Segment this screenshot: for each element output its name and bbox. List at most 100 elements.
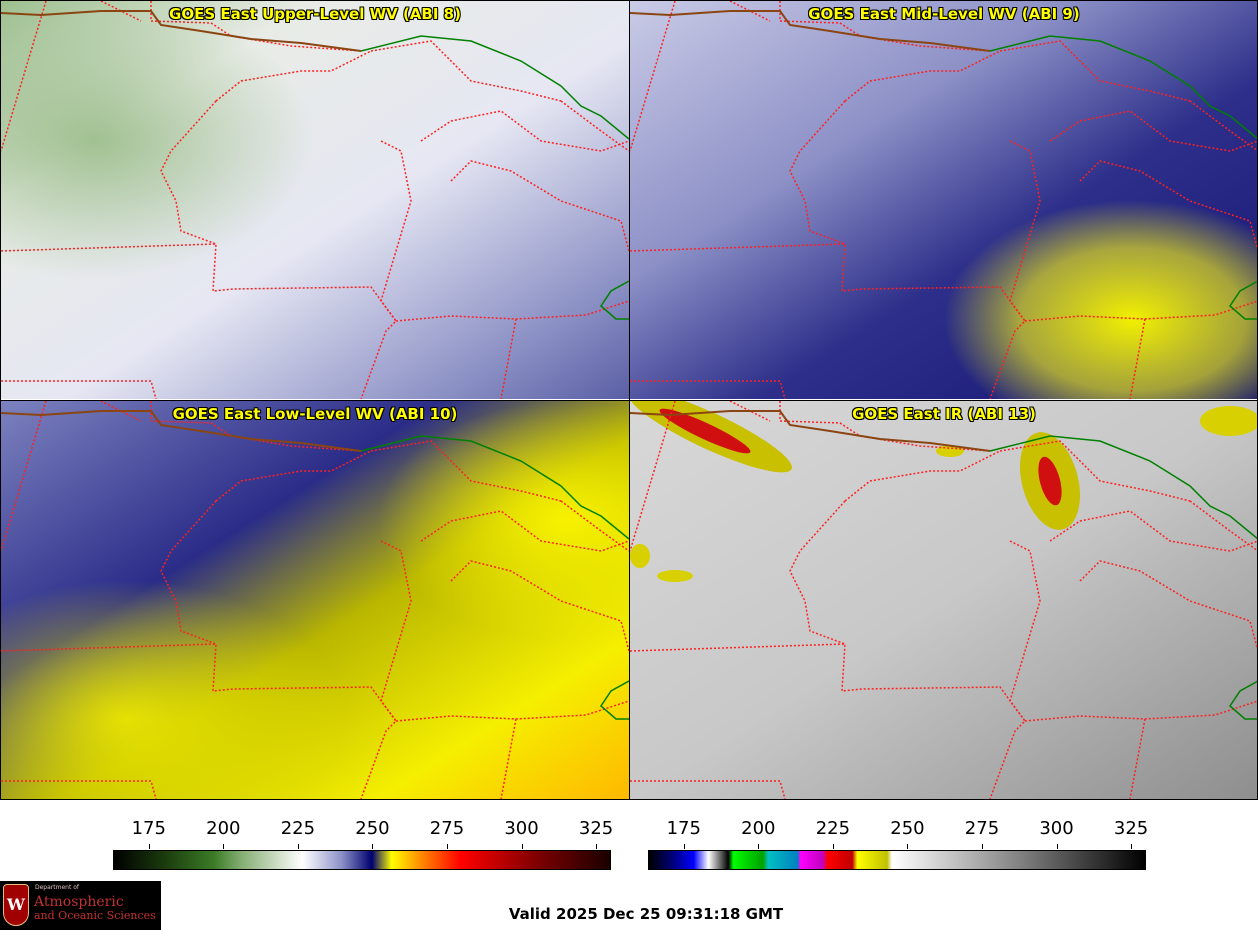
wv-colorbar-ticks: 175 200 225 250 275 300 325 — [113, 818, 614, 849]
state-border — [1, 780, 157, 799]
state-border — [150, 401, 362, 452]
state-border — [450, 560, 629, 652]
state-border — [789, 500, 846, 645]
canada-border — [1229, 680, 1258, 720]
state-border — [560, 500, 629, 552]
ir-colorbar-tick-mark — [832, 844, 834, 849]
state-border — [630, 780, 786, 799]
state-border — [844, 450, 1001, 502]
state-border — [450, 160, 629, 252]
uw-shield-icon: W — [3, 884, 29, 926]
cold-cloud-tops — [630, 401, 1258, 582]
state-border — [1009, 540, 1041, 722]
state-border — [789, 100, 846, 245]
panel-title: GOES East Mid-Level WV (ABI 9) — [808, 5, 1080, 23]
state-border — [370, 40, 562, 102]
boundaries-overlay — [1, 1, 629, 399]
state-border — [999, 440, 1191, 502]
state-border — [1189, 500, 1258, 552]
state-border — [1129, 318, 1146, 399]
wv-colorbar-tick-label: 300 — [504, 818, 539, 839]
state-border — [1, 380, 157, 399]
wv-colorbar-tick-mark — [148, 844, 150, 849]
boundaries-overlay — [1, 401, 629, 799]
state-border — [215, 450, 372, 502]
panel-title: GOES East Low-Level WV (ABI 10) — [172, 405, 458, 423]
canada-border — [360, 435, 629, 540]
boundaries-overlay — [630, 1, 1258, 399]
state-border — [100, 401, 142, 422]
ir-colorbar-tick-mark — [907, 844, 909, 849]
state-border — [420, 510, 629, 552]
ir-colorbar-tick-mark — [758, 844, 760, 849]
ir-colorbar-tick-mark — [981, 844, 983, 849]
country-border — [1, 10, 362, 52]
ir-colorbar — [648, 850, 1146, 870]
ir-colorbar-tick-label: 325 — [1113, 818, 1149, 839]
state-border — [779, 401, 991, 452]
state-border — [380, 140, 412, 322]
ir-colorbar-tick-label: 275 — [964, 818, 1000, 839]
state-border — [1129, 718, 1146, 799]
wv-colorbar-tick-mark — [372, 844, 374, 849]
canada-border — [989, 35, 1258, 140]
state-border — [500, 318, 517, 399]
state-border — [1079, 560, 1258, 652]
map-frame — [0, 0, 1258, 800]
ir-image — [630, 401, 1258, 799]
wv-colorbar-tick-label: 325 — [578, 818, 614, 839]
ir-colorbar-tick-label: 200 — [741, 818, 776, 839]
low-level-wv-image — [1, 401, 629, 799]
state-border — [630, 380, 786, 399]
wv-colorbar-tick-mark — [521, 844, 523, 849]
canada-border — [600, 680, 629, 720]
state-border — [370, 440, 562, 502]
logo-line1: Atmospheric — [34, 894, 124, 910]
ir-colorbar-tick-label: 300 — [1039, 818, 1074, 839]
state-border — [1009, 140, 1041, 322]
state-border — [380, 540, 412, 722]
state-border — [215, 50, 372, 102]
panel-ir: GOES East IR (ABI 13) — [630, 401, 1258, 799]
ir-colorbar-tick-label: 175 — [666, 818, 701, 839]
mid-level-wv-image — [630, 1, 1258, 399]
state-border — [729, 1, 771, 22]
canada-border — [360, 35, 629, 140]
state-border — [1049, 110, 1258, 152]
state-border — [160, 100, 217, 245]
ir-colorbar-tick-label: 225 — [815, 818, 851, 839]
ir-colorbar-tick-mark — [1056, 844, 1058, 849]
canada-border — [989, 435, 1258, 540]
wv-colorbar-tick-label: 175 — [131, 818, 166, 839]
country-border — [630, 410, 991, 452]
wv-colorbar-tick-mark — [446, 844, 448, 849]
wv-colorbar-tick-label: 275 — [429, 818, 465, 839]
panel-title: GOES East IR (ABI 13) — [852, 405, 1036, 423]
upper-level-wv-image — [1, 1, 629, 399]
ir-colorbar-tick-label: 250 — [890, 818, 925, 839]
canada-border — [600, 280, 629, 320]
valid-time: Valid 2025 Dec 25 09:31:18 GMT — [508, 905, 784, 923]
state-border — [560, 100, 629, 152]
ir-colorbar-tick-mark — [1131, 844, 1133, 849]
wv-colorbar-tick-label: 250 — [355, 818, 390, 839]
state-border — [844, 50, 1001, 102]
wv-colorbar-tick-mark — [596, 844, 598, 849]
boundaries-overlay — [630, 401, 1258, 799]
country-border — [630, 10, 991, 52]
state-border — [1189, 100, 1258, 152]
panel-title: GOES East Upper-Level WV (ABI 8) — [169, 5, 461, 23]
state-border — [999, 40, 1191, 102]
state-border — [420, 110, 629, 152]
wv-colorbar-tick-mark — [297, 844, 299, 849]
country-border — [1, 410, 362, 452]
ir-colorbar-ticks: 175 200 225 250 275 300 325 — [648, 818, 1149, 849]
wv-colorbar — [113, 850, 611, 870]
wv-colorbar-tick-label: 200 — [206, 818, 241, 839]
state-border — [500, 718, 517, 799]
ir-colorbar-tick-mark — [683, 844, 685, 849]
wv-colorbar-tick-mark — [223, 844, 225, 849]
state-border — [150, 1, 362, 52]
wv-colorbar-tick-label: 225 — [280, 818, 316, 839]
state-border — [1079, 160, 1258, 252]
